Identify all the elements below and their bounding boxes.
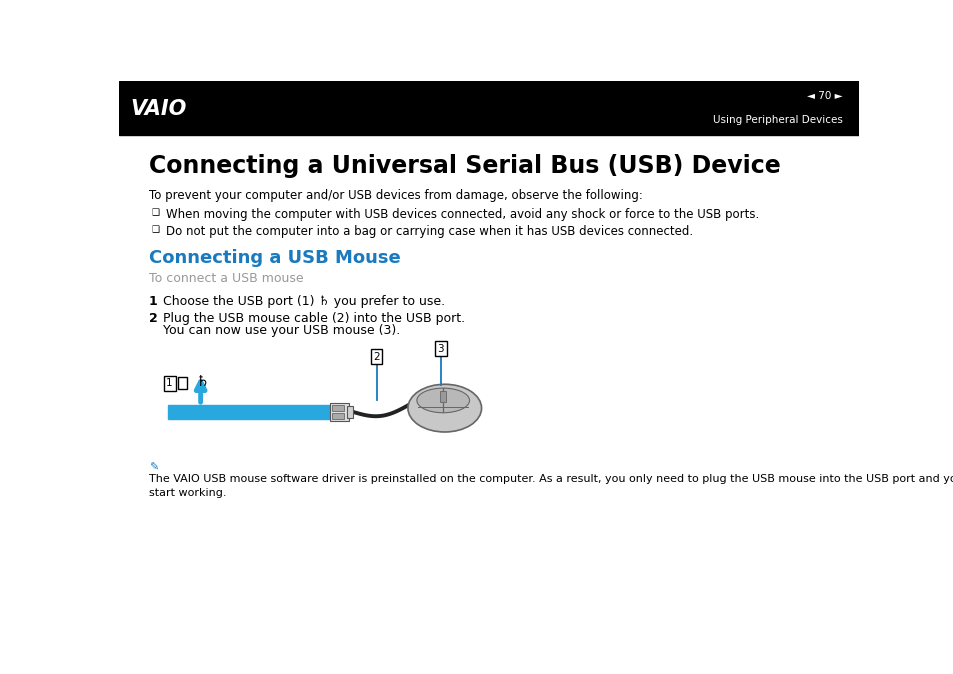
Text: When moving the computer with USB devices connected, avoid any shock or force to: When moving the computer with USB device… [166, 208, 759, 221]
Text: VAIO: VAIO [131, 99, 187, 119]
Text: Connecting a USB Mouse: Connecting a USB Mouse [149, 249, 400, 267]
Text: The VAIO USB mouse software driver is preinstalled on the computer. As a result,: The VAIO USB mouse software driver is pr… [149, 474, 953, 497]
Ellipse shape [416, 388, 469, 412]
Bar [332, 405, 344, 411]
Bar [439, 391, 446, 402]
Bar [330, 403, 348, 421]
Bar [168, 405, 330, 419]
Bar [332, 412, 344, 419]
Text: Connecting a Universal Serial Bus (USB) Device: Connecting a Universal Serial Bus (USB) … [149, 154, 780, 178]
Text: 3: 3 [437, 344, 444, 354]
Text: ♄: ♄ [195, 375, 209, 390]
Text: Using Peripheral Devices: Using Peripheral Devices [713, 115, 842, 125]
Bar [178, 377, 187, 389]
Bar [119, 81, 858, 135]
Bar [347, 406, 353, 418]
Ellipse shape [408, 384, 481, 432]
Text: Choose the USB port (1) ♄ you prefer to use.: Choose the USB port (1) ♄ you prefer to … [162, 295, 444, 308]
Text: 2: 2 [149, 312, 157, 325]
Text: ◄ 70 ►: ◄ 70 ► [806, 91, 842, 101]
Text: Plug the USB mouse cable (2) into the USB port.: Plug the USB mouse cable (2) into the US… [162, 312, 464, 325]
Text: Do not put the computer into a bag or carrying case when it has USB devices conn: Do not put the computer into a bag or ca… [166, 225, 692, 238]
Text: ❑: ❑ [151, 208, 159, 217]
Text: You can now use your USB mouse (3).: You can now use your USB mouse (3). [162, 324, 399, 337]
Text: 1: 1 [166, 379, 172, 388]
Text: 2: 2 [373, 352, 379, 361]
Text: ❑: ❑ [151, 225, 159, 234]
Text: 1: 1 [149, 295, 157, 308]
Text: To connect a USB mouse: To connect a USB mouse [149, 272, 303, 285]
Text: ✎: ✎ [149, 463, 158, 472]
Text: To prevent your computer and/or USB devices from damage, observe the following:: To prevent your computer and/or USB devi… [149, 189, 642, 202]
